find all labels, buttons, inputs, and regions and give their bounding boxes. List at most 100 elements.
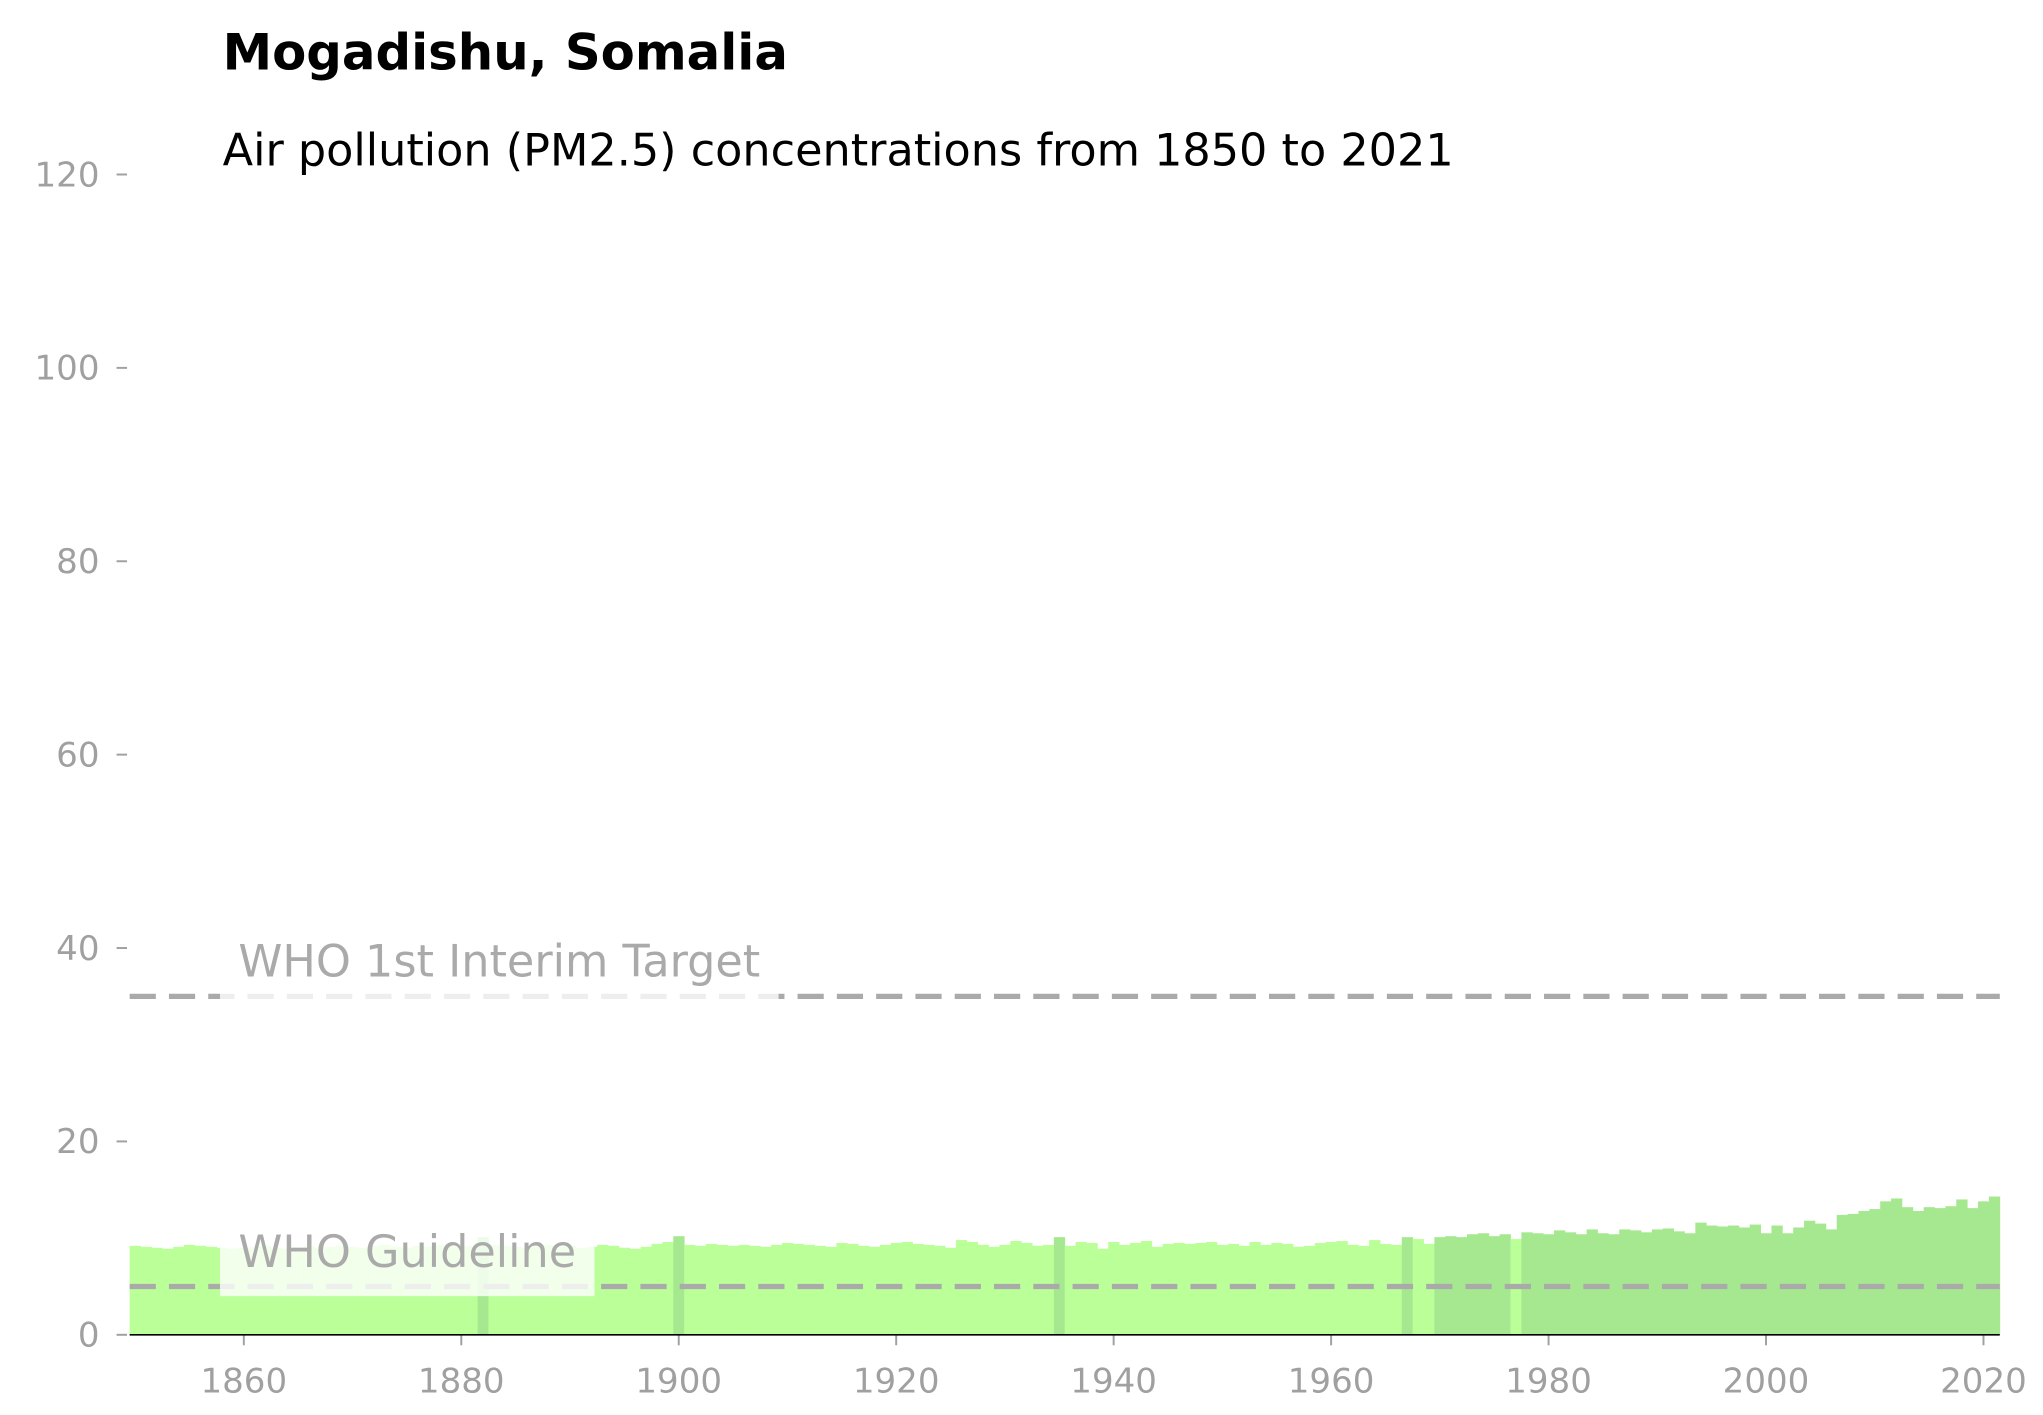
bar bbox=[977, 1244, 990, 1335]
bar bbox=[1575, 1234, 1588, 1335]
bar bbox=[173, 1246, 185, 1335]
bar bbox=[749, 1245, 761, 1335]
bar bbox=[999, 1244, 1011, 1335]
bar bbox=[1880, 1201, 1892, 1335]
bar bbox=[869, 1246, 881, 1335]
bar bbox=[727, 1245, 739, 1335]
bar bbox=[1390, 1244, 1403, 1335]
bar bbox=[1021, 1242, 1033, 1335]
x-tick-label: 1960 bbox=[1288, 1361, 1375, 1401]
bar bbox=[1662, 1228, 1674, 1335]
bar bbox=[825, 1246, 837, 1335]
bar bbox=[1151, 1246, 1163, 1335]
bar bbox=[1336, 1241, 1348, 1335]
bar bbox=[205, 1246, 218, 1335]
bar bbox=[1140, 1241, 1153, 1335]
bar bbox=[608, 1245, 620, 1335]
bar bbox=[1097, 1248, 1109, 1335]
bar bbox=[1858, 1211, 1870, 1335]
bar bbox=[640, 1246, 652, 1335]
bar bbox=[1032, 1245, 1044, 1335]
bar bbox=[923, 1244, 935, 1335]
bar bbox=[1706, 1225, 1718, 1335]
bar bbox=[1825, 1229, 1838, 1335]
bar bbox=[738, 1244, 750, 1335]
bar bbox=[597, 1244, 609, 1335]
bar bbox=[1521, 1232, 1533, 1335]
bar bbox=[1358, 1245, 1370, 1335]
y-tick-label: 80 bbox=[56, 542, 99, 582]
bar bbox=[1586, 1229, 1598, 1335]
y-tick-label: 120 bbox=[35, 155, 100, 195]
bar bbox=[705, 1243, 718, 1335]
x-tick-label: 1940 bbox=[1070, 1361, 1157, 1401]
bar bbox=[1717, 1226, 1729, 1335]
bar bbox=[901, 1241, 913, 1335]
x-tick-label: 1860 bbox=[200, 1361, 287, 1401]
bar bbox=[1891, 1198, 1903, 1335]
bar bbox=[945, 1247, 957, 1335]
bar bbox=[673, 1236, 685, 1335]
y-tick-label: 100 bbox=[35, 349, 100, 389]
bar bbox=[1347, 1244, 1359, 1335]
bar bbox=[847, 1243, 859, 1335]
bar bbox=[1967, 1208, 1979, 1335]
bar bbox=[1934, 1208, 1946, 1335]
bar bbox=[771, 1244, 783, 1335]
bar bbox=[1042, 1244, 1055, 1335]
bar bbox=[1630, 1230, 1642, 1335]
bar bbox=[1173, 1242, 1185, 1335]
bar bbox=[1749, 1224, 1761, 1335]
bar bbox=[1869, 1209, 1881, 1335]
label-background bbox=[220, 931, 779, 1007]
bar bbox=[879, 1244, 892, 1335]
y-tick-label: 20 bbox=[56, 1122, 99, 1162]
bar bbox=[1064, 1245, 1076, 1335]
chart-subtitle: Air pollution (PM2.5) concentrations fro… bbox=[223, 125, 1454, 176]
bar bbox=[1956, 1199, 1968, 1335]
reference-label: WHO 1st Interim Target bbox=[238, 937, 760, 988]
bar bbox=[662, 1241, 674, 1335]
label-background bbox=[220, 1221, 595, 1297]
bar bbox=[1836, 1214, 1848, 1335]
bar bbox=[1695, 1222, 1707, 1335]
bar bbox=[1901, 1207, 1914, 1335]
bar bbox=[1945, 1206, 1957, 1335]
bar bbox=[716, 1244, 729, 1335]
bar bbox=[1260, 1244, 1272, 1335]
bar bbox=[629, 1248, 642, 1335]
x-tick-label: 1900 bbox=[635, 1361, 722, 1401]
bar bbox=[651, 1243, 663, 1335]
bar bbox=[1619, 1229, 1631, 1335]
bar bbox=[1293, 1246, 1305, 1335]
bar bbox=[1814, 1223, 1827, 1335]
bar bbox=[760, 1246, 772, 1335]
bar bbox=[782, 1242, 794, 1335]
bar bbox=[684, 1244, 696, 1335]
bar bbox=[1651, 1229, 1664, 1335]
chart-title: Mogadishu, Somalia bbox=[223, 24, 788, 82]
bar bbox=[1238, 1245, 1250, 1335]
bar bbox=[1640, 1232, 1653, 1335]
y-tick-label: 60 bbox=[56, 735, 99, 775]
bar bbox=[1380, 1243, 1392, 1335]
x-tick-label: 2000 bbox=[1723, 1361, 1810, 1401]
bar bbox=[1727, 1225, 1740, 1335]
bar bbox=[1847, 1213, 1859, 1335]
bar bbox=[1412, 1239, 1424, 1335]
bar bbox=[1282, 1243, 1294, 1335]
bar bbox=[1771, 1225, 1783, 1335]
bar bbox=[618, 1247, 631, 1335]
x-tick-label: 2020 bbox=[1940, 1361, 2027, 1401]
bar bbox=[129, 1245, 141, 1335]
bar bbox=[1119, 1244, 1131, 1335]
bar bbox=[912, 1243, 924, 1335]
bar bbox=[1456, 1237, 1468, 1335]
bar bbox=[1673, 1231, 1685, 1335]
bar bbox=[1303, 1245, 1316, 1335]
x-tick-label: 1920 bbox=[853, 1361, 940, 1401]
bar bbox=[1738, 1227, 1751, 1335]
bar bbox=[1988, 1196, 2001, 1335]
bar bbox=[1553, 1230, 1566, 1335]
